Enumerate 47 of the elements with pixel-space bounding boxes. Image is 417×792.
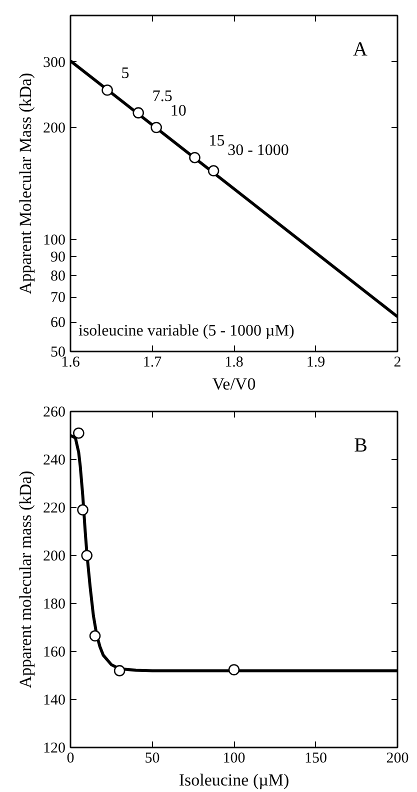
point xyxy=(132,107,144,118)
point xyxy=(89,630,101,642)
x-tick-label: 1.9 xyxy=(306,354,326,370)
y-tick-label: 140 xyxy=(43,692,66,708)
x-tick-label: 150 xyxy=(304,750,327,766)
y-tick-label: 300 xyxy=(43,54,66,71)
y-tick-label: 60 xyxy=(50,315,66,332)
x-tick-label: 50 xyxy=(144,750,160,766)
y-tick-label: 160 xyxy=(43,644,66,660)
x-axis-title: Isoleucine (µM) xyxy=(178,770,290,790)
y-tick-label: 200 xyxy=(43,548,66,564)
y-tick-label: 200 xyxy=(43,120,66,136)
point xyxy=(150,122,162,134)
point xyxy=(208,165,220,176)
point xyxy=(102,84,113,96)
annotation: B xyxy=(354,434,368,456)
y-tick-label: 120 xyxy=(43,740,66,756)
x-tick-label: 1.8 xyxy=(224,354,244,370)
point xyxy=(73,427,84,439)
point xyxy=(189,152,200,164)
y-tick-label: 70 xyxy=(50,290,66,306)
point xyxy=(114,665,126,676)
x-tick-label: 0 xyxy=(66,750,74,766)
y-tick-label: 180 xyxy=(43,596,66,612)
y-axis-title: Apparent molecular mass (kDa) xyxy=(16,470,35,688)
x-axis-title: Ve/V0 xyxy=(212,374,256,394)
annotation: 15 xyxy=(208,132,225,150)
annotation: 10 xyxy=(170,102,186,120)
annotation: A xyxy=(353,38,368,60)
x-tick-label: 100 xyxy=(222,750,246,766)
point xyxy=(77,504,88,516)
annotation: 7.5 xyxy=(152,88,172,105)
y-axis-title: Apparent Molecular Mass (kDa) xyxy=(16,72,35,294)
annotation: 30 - 1000 xyxy=(228,142,289,159)
y-tick-label: 100 xyxy=(43,232,66,248)
x-tick-label: 1.7 xyxy=(142,354,162,370)
y-tick-label: 80 xyxy=(50,268,66,285)
y-tick-label: 220 xyxy=(43,500,66,516)
annotation: 5 xyxy=(121,65,130,82)
x-tick-label: 200 xyxy=(386,750,409,766)
annotation: isoleucine variable (5 - 1000 µM) xyxy=(78,322,294,340)
y-tick-label: 240 xyxy=(43,452,66,468)
point xyxy=(228,664,240,676)
point xyxy=(81,550,92,562)
y-tick-label: 260 xyxy=(43,404,66,420)
y-tick-label: 90 xyxy=(50,250,66,266)
x-tick-label: 2 xyxy=(394,354,402,370)
